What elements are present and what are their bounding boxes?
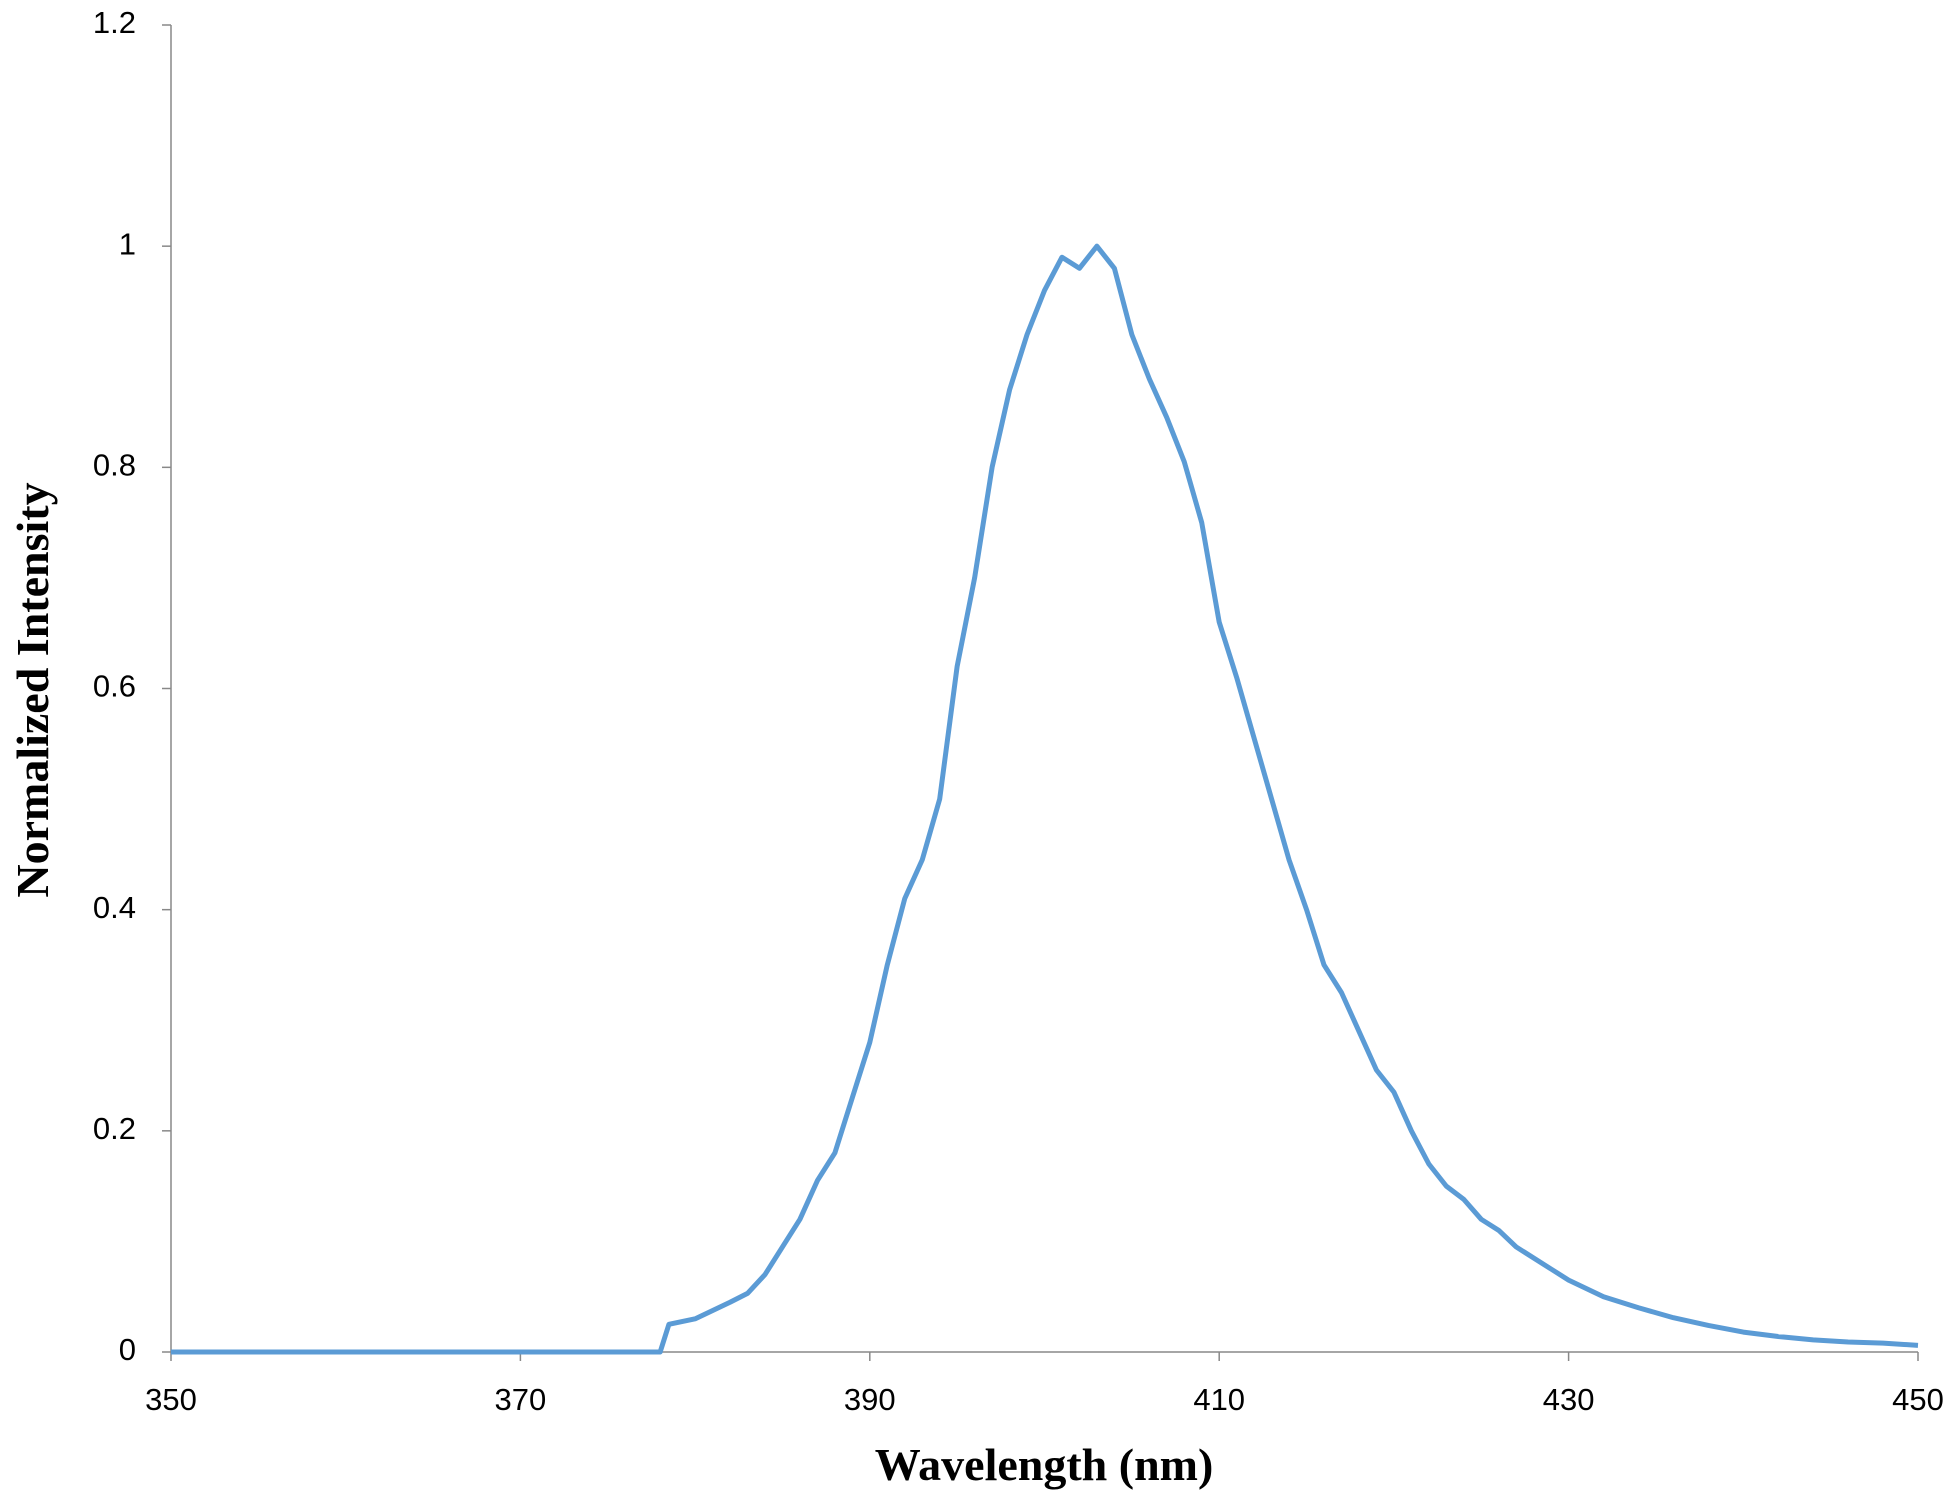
x-tick-label: 370 bbox=[495, 1382, 547, 1417]
y-tick-label: 0.2 bbox=[93, 1111, 136, 1146]
x-tick-label: 350 bbox=[145, 1382, 197, 1417]
y-tick-label: 1.2 bbox=[93, 5, 136, 40]
y-axis-title: Normalized Intensity bbox=[7, 482, 58, 897]
data-line bbox=[171, 243, 1919, 1355]
y-tick-label: 0.4 bbox=[93, 890, 136, 925]
y-tick-label: 0.6 bbox=[93, 669, 136, 704]
x-tick-label: 430 bbox=[1543, 1382, 1595, 1417]
x-tick-label: 410 bbox=[1193, 1382, 1245, 1417]
x-tick-label: 450 bbox=[1892, 1382, 1944, 1417]
x-axis-title: Wavelength (nm) bbox=[875, 1439, 1214, 1490]
y-tick-label: 1 bbox=[119, 226, 136, 261]
x-tick-label: 390 bbox=[844, 1382, 896, 1417]
y-tick-label: 0 bbox=[119, 1332, 136, 1367]
y-tick-label: 0.8 bbox=[93, 448, 136, 483]
